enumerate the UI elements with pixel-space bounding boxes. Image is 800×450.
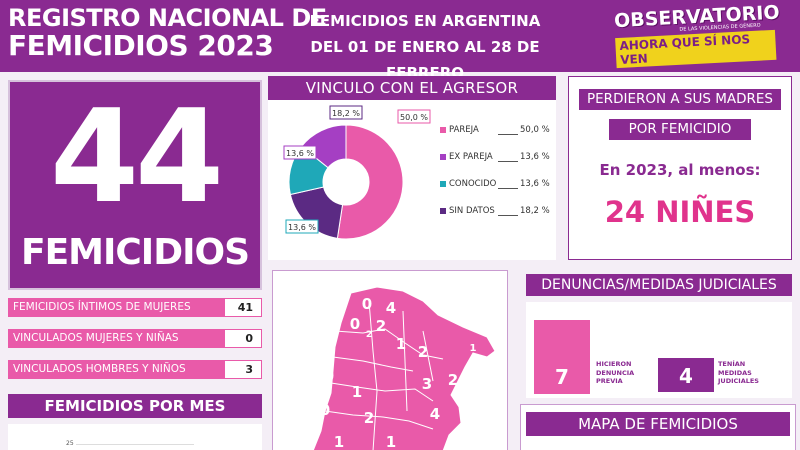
legend-value: 13,6 %: [520, 152, 550, 162]
legend-item: SIN DATOS 18,2 %: [440, 205, 556, 232]
legend-label: PAREJA: [449, 125, 479, 135]
madres-title2: POR FEMICIDIO: [609, 119, 751, 140]
legend-item: CONOCIDO 13,6 %: [440, 178, 556, 205]
por-mes-chart: 25: [8, 424, 262, 450]
report-title: REGISTRO NACIONAL DE FEMICIDIOS 2023: [8, 4, 327, 60]
vinculo-title: VINCULO CON EL AGRESOR: [268, 76, 556, 100]
subtitle-line1: FEMICIDIOS EN ARGENTINA: [309, 12, 541, 30]
map-province-count: 3: [422, 375, 432, 393]
por-mes-title: FEMICIDIOS POR MES: [8, 394, 262, 418]
total-number: 44: [49, 83, 224, 232]
stat-row-vinculados-mujeres: VINCULADOS MUJERES Y NIÑAS 0: [8, 329, 262, 348]
map-province-count: 2: [366, 330, 372, 340]
svg-text:13,6 %: 13,6 %: [286, 149, 314, 158]
stat-label: VINCULADOS HOMBRES Y NIÑOS: [8, 360, 224, 379]
denuncias-box: 7 HICIERON DENUNCIA PREVIA 4 TENÍAN MEDI…: [526, 302, 792, 398]
pie-slice-pareja: [336, 124, 404, 240]
madres-count: 24 NIÑES: [604, 195, 756, 229]
denuncia-previa-line1: HICIERON: [596, 360, 632, 368]
map-province-count: 0: [320, 401, 330, 419]
pie-data-label: 50,0 %: [397, 109, 431, 124]
legend-swatch: [440, 208, 446, 214]
legend-leader-line: [498, 188, 518, 189]
map-province-count: 2: [364, 409, 374, 427]
pie-data-label: 13,6 %: [285, 219, 319, 234]
observatorio-logo: OBSERVATORIO DE LAS VIOLENCIAS DE GÉNERO…: [614, 2, 780, 69]
medidas-line1: TENÍAN: [718, 360, 746, 368]
map-province-count: 0: [324, 367, 334, 385]
legend-label: EX PAREJA: [449, 152, 493, 162]
madres-intro: En 2023, al menos:: [599, 161, 761, 179]
legend-label: SIN DATOS: [449, 206, 495, 216]
header-banner: REGISTRO NACIONAL DE FEMICIDIOS 2023 FEM…: [0, 0, 800, 82]
report-subtitle: FEMICIDIOS EN ARGENTINA DEL 01 DE ENERO …: [275, 8, 575, 86]
map-province-count: 1: [334, 433, 344, 450]
legend-leader-line: [498, 161, 518, 162]
medidas-line2: MEDIDAS: [718, 368, 752, 377]
total-label: FEMICIDIOS: [20, 232, 250, 273]
legend-value: 18,2 %: [520, 206, 550, 216]
stat-label: FEMICIDIOS ÍNTIMOS DE MUJERES: [8, 298, 224, 317]
legend-value: 13,6 %: [520, 179, 550, 189]
map-province-count: 0: [350, 315, 360, 333]
stat-value: 3: [224, 360, 262, 379]
legend-item: PAREJA 50,0 %: [440, 124, 556, 151]
map-province-count: 1: [352, 383, 362, 401]
legend-label: CONOCIDO: [449, 179, 497, 189]
map-province-count: 0: [362, 295, 372, 313]
logo-tagline: AHORA QUE SÍ NOS VEN: [615, 29, 777, 69]
stat-row-intimos: FEMICIDIOS ÍNTIMOS DE MUJERES 41: [8, 298, 262, 317]
legend-leader-line: [498, 134, 518, 135]
medidas-judiciales-value: 4: [658, 358, 714, 392]
map-province-count: 2: [376, 317, 386, 335]
total-femicidios-box: 44 FEMICIDIOS: [8, 80, 262, 290]
map-province-count: 1: [386, 433, 396, 450]
svg-text:18,2 %: 18,2 %: [332, 109, 360, 118]
pie-data-label: 13,6 %: [283, 145, 317, 160]
legend-swatch: [440, 127, 446, 133]
report-title-line2: FEMICIDIOS 2023: [8, 29, 274, 62]
map-province-count: 4: [386, 299, 396, 317]
legend-leader-line: [498, 215, 518, 216]
stat-row-vinculados-hombres: VINCULADOS HOMBRES Y NIÑOS 3: [8, 360, 262, 379]
map-province-count: 2: [448, 371, 458, 389]
denuncia-previa-line2: DENUNCIA: [596, 368, 635, 377]
legend-item: EX PAREJA 13,6 %: [440, 151, 556, 178]
pie-data-label: 18,2 %: [329, 105, 363, 120]
por-mes-axis-tick: 25: [66, 440, 74, 447]
medidas-line3: JUDICIALES: [718, 377, 759, 385]
stat-value: 0: [224, 329, 262, 348]
legend-swatch: [440, 181, 446, 187]
svg-text:13,6 %: 13,6 %: [288, 223, 316, 232]
denuncia-previa-label: HICIERON DENUNCIA PREVIA: [596, 360, 634, 386]
legend-value: 50,0 %: [520, 125, 550, 135]
stat-value: 41: [224, 298, 262, 317]
denuncia-previa-value: 7: [534, 320, 590, 394]
legend-swatch: [440, 154, 446, 160]
denuncia-previa-line3: PREVIA: [596, 377, 623, 385]
denuncias-title: DENUNCIAS/MEDIDAS JUDICIALES: [526, 274, 792, 296]
map-province-count: 1: [396, 335, 406, 353]
por-mes-gridline: [76, 444, 194, 445]
mapa-title: MAPA DE FEMICIDIOS: [526, 412, 790, 436]
pie-slice-ex-pareja: [300, 124, 347, 169]
vinculo-panel: VINCULO CON EL AGRESOR 50,0 % 18,2 % 13,6 …: [268, 76, 556, 260]
report-title-line1: REGISTRO NACIONAL DE: [8, 4, 327, 32]
map-provinces-shape: [312, 286, 496, 450]
map-province-count: 2: [418, 343, 428, 361]
map-province-count: 1: [470, 343, 477, 354]
madres-panel: PERDIERON A SUS MADRES POR FEMICIDIO En …: [568, 76, 792, 260]
vinculo-legend: PAREJA 50,0 % EX PAREJA 13,6 % CONOCIDO 13,6 …: [440, 124, 556, 232]
vinculo-donut-chart: 50,0 % 18,2 % 13,6 % 13,6 %: [283, 105, 431, 240]
map-borders: [324, 300, 444, 450]
stat-label: VINCULADOS MUJERES Y NIÑAS: [8, 329, 224, 348]
map-province-count: 4: [430, 405, 440, 423]
medidas-judiciales-label: TENÍAN MEDIDAS JUDICIALES: [718, 360, 759, 386]
svg-text:50,0 %: 50,0 %: [400, 113, 428, 122]
madres-title1: PERDIERON A SUS MADRES: [579, 89, 781, 110]
